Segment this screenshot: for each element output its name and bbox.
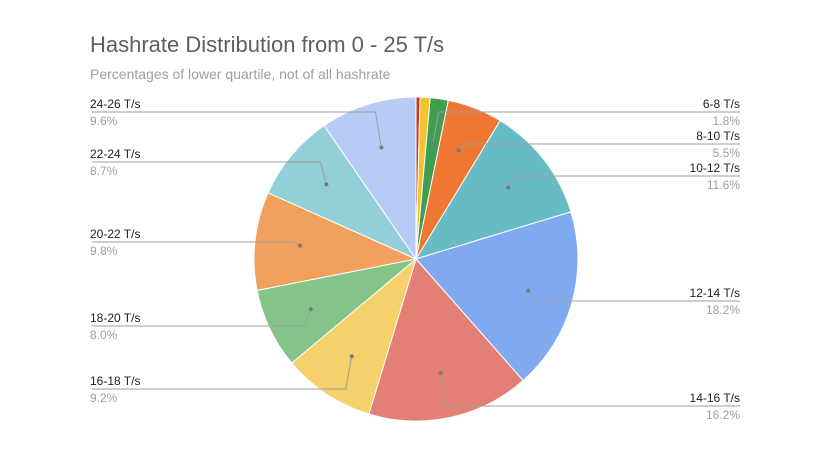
- slice-percent: 11.6%: [707, 178, 740, 192]
- slice-percent: 9.6%: [90, 114, 118, 128]
- slice-labels: 6-8 T/s 1.8%8-10 T/s 5.5%10-12 T/s 11.6% 12-…: [90, 97, 740, 422]
- slice-percent: 9.8%: [90, 244, 118, 258]
- leader-dot: [430, 141, 435, 146]
- pie-slices: [253, 96, 579, 422]
- leader-line: [92, 241, 301, 247]
- slice-percent: 1.8%: [713, 114, 741, 128]
- leader-line: [440, 372, 740, 407]
- leader-dot: [349, 354, 354, 359]
- slice-percent: 8.0%: [90, 328, 118, 342]
- leader-dot: [526, 288, 531, 293]
- chart-subtitle: Percentages of lower quartile, not of al…: [90, 66, 391, 82]
- leader-dot: [438, 371, 443, 375]
- slice-percent: 18.2%: [706, 303, 740, 317]
- pie-slice-20-22-t-s: [253, 192, 418, 291]
- leader-dot: [506, 185, 511, 190]
- slice-label: 8-10 T/s: [696, 129, 740, 143]
- slice-label: 24-26 T/s: [90, 97, 140, 111]
- leader-dot: [308, 307, 313, 312]
- slice-label: 6-8 T/s: [703, 97, 740, 111]
- leader-line: [527, 290, 740, 302]
- leader-line: [92, 111, 382, 148]
- leader-line: [507, 175, 740, 188]
- pie-slice-24-26-t-s: [323, 96, 417, 261]
- slice-label: 22-24 T/s: [90, 147, 140, 161]
- slice-percent: 5.5%: [713, 146, 741, 160]
- leader-dot: [298, 243, 303, 248]
- slice-label: 20-22 T/s: [90, 227, 140, 241]
- leader-line: [458, 143, 740, 151]
- leader-line: [92, 309, 312, 327]
- slice-label: 12-14 T/s: [690, 286, 740, 300]
- slice-percent: 16.2%: [706, 408, 740, 422]
- leader-line: [432, 111, 740, 144]
- leader-line: [92, 161, 327, 185]
- leader-line: [92, 356, 353, 390]
- pie-slice-16-18-t-s: [291, 257, 417, 415]
- leader-lines: [92, 111, 740, 407]
- chart-title: Hashrate Distribution from 0 - 25 T/s: [90, 32, 445, 57]
- slice-label: 14-16 T/s: [690, 391, 740, 405]
- pie-slice-10-12-t-s: [414, 119, 572, 260]
- pie-slice-12-14-t-s: [415, 211, 579, 382]
- slice-percent: 9.2%: [90, 391, 118, 405]
- leader-dot: [456, 148, 461, 153]
- leader-dot: [324, 182, 329, 187]
- slice-percent: 8.7%: [90, 164, 118, 178]
- slice-label: 16-18 T/s: [90, 374, 140, 388]
- slice-label: 10-12 T/s: [690, 161, 740, 175]
- leader-dot: [379, 145, 384, 150]
- pie-slice-22-24-t-s: [267, 124, 418, 261]
- pie-slice-14-16-t-s: [368, 257, 524, 422]
- slice-label: 18-20 T/s: [90, 311, 140, 325]
